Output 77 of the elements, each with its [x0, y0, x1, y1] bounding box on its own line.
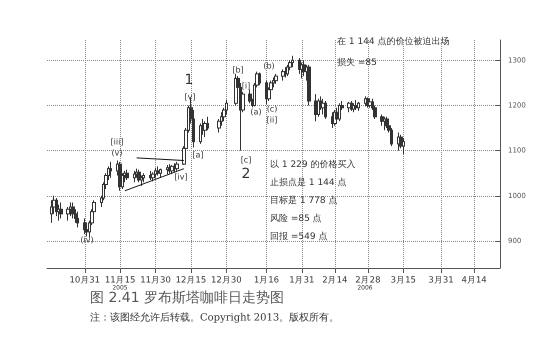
- x-tick-label: 1月16: [254, 276, 280, 286]
- annotation: (iv): [80, 236, 94, 244]
- candlestick: [156, 166, 160, 176]
- candlestick: [354, 100, 358, 110]
- candlestick: [175, 161, 179, 172]
- candlestick: [350, 100, 353, 112]
- candlestick: [274, 73, 278, 84]
- candlestick: [151, 172, 155, 182]
- candlestick: [69, 202, 72, 217]
- candlestick: [199, 123, 202, 144]
- candlestick: [281, 68, 285, 82]
- annotation: 目标是 1 778 点: [270, 195, 338, 206]
- candlestick: [284, 66, 287, 78]
- candlestick: [173, 162, 176, 173]
- candlestick: [109, 161, 112, 178]
- candlestick: [137, 169, 141, 183]
- annotation: (b): [263, 62, 275, 70]
- candlestick: [83, 218, 87, 235]
- candlestick: [272, 76, 275, 88]
- candlestick: [383, 116, 386, 131]
- annotation: 回报 =549 点: [270, 231, 328, 242]
- candlestick: [159, 168, 162, 178]
- annotation: [i]: [242, 82, 250, 90]
- x-tick-label: 3月31: [428, 276, 454, 286]
- candlestick: [357, 101, 360, 112]
- candlestick: [50, 200, 53, 224]
- annotation: [iii]: [110, 138, 124, 146]
- text: 图 2.41 罗布斯塔咖啡日走势图: [90, 290, 284, 306]
- annotation: (v): [112, 148, 122, 158]
- candlestick: [380, 114, 384, 126]
- candlestick: [338, 102, 341, 122]
- x-tick-label: 11月30: [140, 276, 171, 286]
- x-tick-label: 3月15: [390, 276, 416, 286]
- candlestick: [76, 211, 79, 228]
- candlestick: [118, 161, 122, 192]
- x-tick-label: 12月30: [210, 276, 242, 286]
- annotation: 损失 =85: [337, 57, 377, 68]
- annotation: [ii]: [266, 116, 278, 124]
- x-tick-label: 10月31: [69, 276, 100, 286]
- annotation: [a]: [192, 150, 204, 160]
- candlestick: [302, 60, 306, 77]
- annotation: 止损点是 1 144 点: [270, 177, 346, 188]
- candlestick: [170, 164, 174, 175]
- candlestick: [59, 202, 63, 219]
- candlestick: [291, 55, 294, 68]
- annotation: [c]: [240, 156, 252, 164]
- x-tick-label: 12月15: [176, 276, 206, 286]
- x-tick-label: 4月14: [461, 276, 487, 286]
- x-tick-label: 1月31: [289, 276, 314, 286]
- candlestick: [324, 100, 327, 120]
- annotation: 风险 =85 点: [270, 213, 322, 224]
- x-tick-label: 2月28: [355, 276, 380, 286]
- annotation: 1: [184, 72, 194, 88]
- annotation: (a): [250, 108, 262, 116]
- candlestick: [258, 72, 261, 86]
- annotation: [iv]: [174, 172, 188, 182]
- candlestick: [286, 64, 289, 77]
- candlestick: [397, 132, 400, 152]
- annotation: 2: [242, 166, 250, 182]
- annotation: 以 1 229 的价格买入: [270, 159, 356, 170]
- candlestick: [135, 168, 138, 178]
- annotation: 在 1 144 点的价位被迫出场: [337, 36, 450, 47]
- text: 注：该图经允许后转载。Copyright 2013。版权所有。: [90, 312, 340, 324]
- annotation: (c): [266, 104, 278, 114]
- annotation: [b]: [232, 66, 244, 74]
- candlestick: [352, 102, 355, 113]
- x-tick-label: 2月14: [322, 276, 348, 286]
- x-tick-label: 11月15: [104, 276, 136, 286]
- candlestick: [298, 58, 301, 74]
- candlestick: [168, 164, 171, 174]
- candlestick: [307, 64, 311, 106]
- candlestick: [203, 120, 207, 138]
- candlestick: [154, 167, 157, 178]
- candlestick: [55, 198, 58, 217]
- candlestick: [402, 137, 405, 155]
- candlestick: [166, 164, 169, 175]
- candlestick: [321, 98, 325, 115]
